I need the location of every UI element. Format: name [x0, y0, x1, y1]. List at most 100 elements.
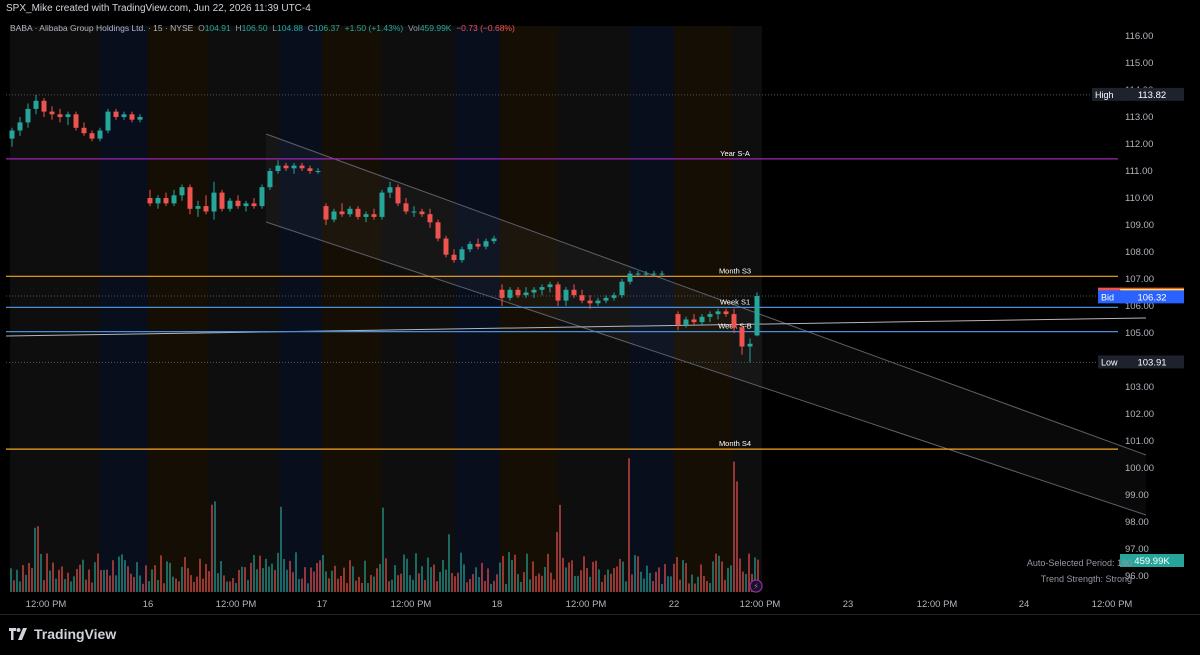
candle-body [267, 171, 273, 188]
volume-bar [76, 568, 78, 592]
x-tick-label: 22 [669, 599, 680, 610]
volume-bar [595, 560, 597, 592]
attribution-text: SPX_Mike created with TradingView.com, J… [6, 3, 311, 14]
chart-area[interactable]: 96.00 97.00 98.00 99.00 100.00 101.00 102.00 10… [0, 18, 1200, 614]
volume-bar [232, 578, 234, 592]
volume-bar [748, 553, 750, 592]
volume-bar [88, 569, 90, 592]
volume-bar [739, 558, 741, 592]
volume-bar [295, 552, 297, 592]
candle-body [363, 214, 369, 217]
candle-body [89, 133, 95, 139]
candle-body [49, 111, 55, 115]
level-label: Month S4 [719, 439, 751, 448]
x-tick-label: 12:00 PM [1092, 599, 1133, 610]
candle-body [323, 206, 329, 220]
candle-body [195, 206, 201, 209]
volume-bar [511, 559, 513, 592]
candle-body [475, 243, 481, 247]
x-tick-label: 12:00 PM [917, 599, 958, 610]
volume-bar [376, 568, 378, 592]
volume-bar [682, 560, 684, 592]
volume-bar [697, 576, 699, 592]
volume-bar [103, 569, 105, 592]
session-band [674, 26, 732, 592]
price-chart-svg[interactable]: 96.00 97.00 98.00 99.00 100.00 101.00 102.00 10… [0, 18, 1200, 614]
volume-bar [184, 557, 186, 592]
volume-bar [277, 552, 279, 592]
volume-bar [301, 578, 303, 592]
volume-bar [736, 481, 738, 592]
volume-bar [481, 562, 483, 592]
volume-bar [316, 562, 318, 592]
candle-body [211, 192, 217, 212]
volume-bar [94, 562, 96, 592]
high-label: H [235, 23, 242, 33]
volume-bar [397, 575, 399, 592]
volume-bar [448, 534, 450, 592]
volume-bar [28, 562, 30, 592]
volume-bar [217, 573, 219, 592]
volume-bar [328, 578, 330, 592]
volume-bar [124, 560, 126, 592]
volume-bar [283, 558, 285, 592]
legend-open: 104.91 [204, 23, 231, 33]
volume-label: Vol [407, 23, 420, 33]
volume-bar [712, 561, 714, 592]
candle-body [283, 165, 289, 169]
candle-body [691, 319, 697, 323]
volume-bar [280, 506, 282, 592]
volume-bar [226, 581, 228, 592]
candle-body [347, 208, 353, 215]
volume-bar [628, 458, 630, 592]
candle-body [443, 238, 449, 255]
candle-body [739, 327, 745, 347]
volume-bar [451, 572, 453, 592]
y-tick-label: 107.00 [1125, 274, 1154, 285]
volume-bar [445, 569, 447, 592]
candle-body [17, 122, 23, 131]
volume-bar [520, 581, 522, 592]
price-badge [1120, 87, 1184, 101]
x-tick-label: 24 [1019, 599, 1030, 610]
y-tick-label: 109.00 [1125, 220, 1154, 231]
low-label: L [272, 23, 278, 33]
volume-bar [601, 581, 603, 592]
volume-bar [406, 558, 408, 592]
volume-bar [700, 564, 702, 592]
volume-bar [502, 556, 504, 592]
candle-body [41, 100, 47, 112]
volume-bar [559, 504, 561, 592]
volume-bar [607, 569, 609, 592]
volume-bar [52, 562, 54, 592]
x-tick-label: 12:00 PM [566, 599, 607, 610]
volume-bar [421, 566, 423, 592]
volume-bar [172, 576, 174, 592]
y-tick-label: 103.00 [1125, 382, 1154, 393]
volume-bar [454, 576, 456, 592]
candle-body [715, 311, 721, 315]
volume-bar [13, 580, 15, 592]
volume-bar [187, 568, 189, 592]
tradingview-brand[interactable]: TradingView [8, 626, 116, 642]
volume-bar [46, 553, 48, 592]
volume-bar [703, 575, 705, 592]
volume-bar [409, 575, 411, 592]
session-band [10, 26, 100, 592]
volume-bar [391, 579, 393, 592]
candle-body [179, 187, 185, 196]
volume-bar [133, 577, 135, 592]
candle-body [81, 127, 87, 134]
session-band [280, 26, 322, 592]
volume-bar [523, 572, 525, 592]
volume-bar [313, 571, 315, 592]
candle-body [515, 289, 521, 296]
volume-bar [193, 581, 195, 592]
candle-body [611, 295, 617, 298]
lightning-icon: ⚡ [753, 582, 759, 591]
volume-bar [592, 561, 594, 592]
candle-body [747, 343, 753, 347]
legend-high: 106.50 [241, 23, 268, 33]
volume-bar [142, 583, 144, 592]
volume-bar [442, 559, 444, 592]
